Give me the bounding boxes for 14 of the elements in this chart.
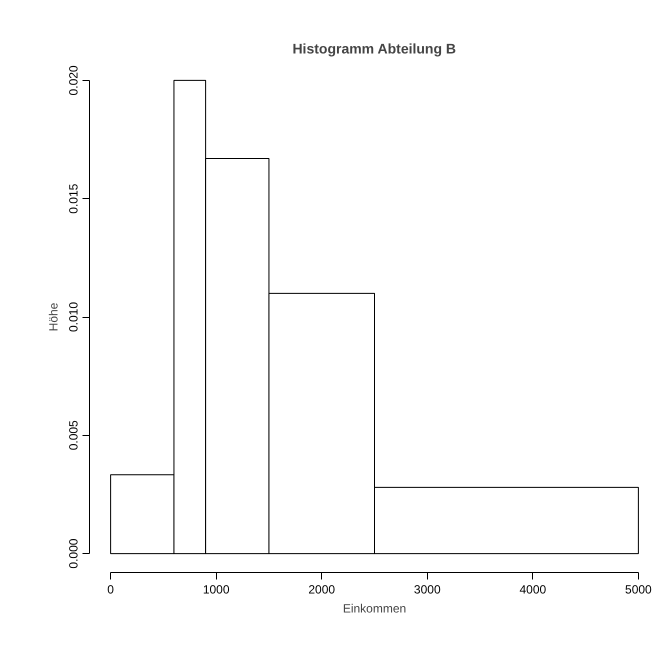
- x-tick-label: 0: [107, 582, 114, 596]
- y-tick-label: 0.000: [66, 538, 80, 569]
- y-tick-label: 0.015: [66, 183, 80, 214]
- x-tick-label: 2000: [308, 582, 336, 596]
- y-axis-title: Höhe: [46, 302, 60, 332]
- x-tick-label: 5000: [625, 582, 652, 596]
- chart-title: Histogramm Abteilung B: [292, 40, 456, 56]
- x-axis-title: Einkommen: [342, 602, 406, 616]
- x-tick-label: 1000: [202, 582, 230, 596]
- x-tick-label: 3000: [414, 582, 441, 596]
- x-tick-label: 4000: [519, 582, 547, 596]
- y-tick-label: 0.010: [66, 302, 80, 332]
- y-tick-label: 0.005: [66, 420, 80, 450]
- y-tick-label: 0.020: [66, 65, 80, 96]
